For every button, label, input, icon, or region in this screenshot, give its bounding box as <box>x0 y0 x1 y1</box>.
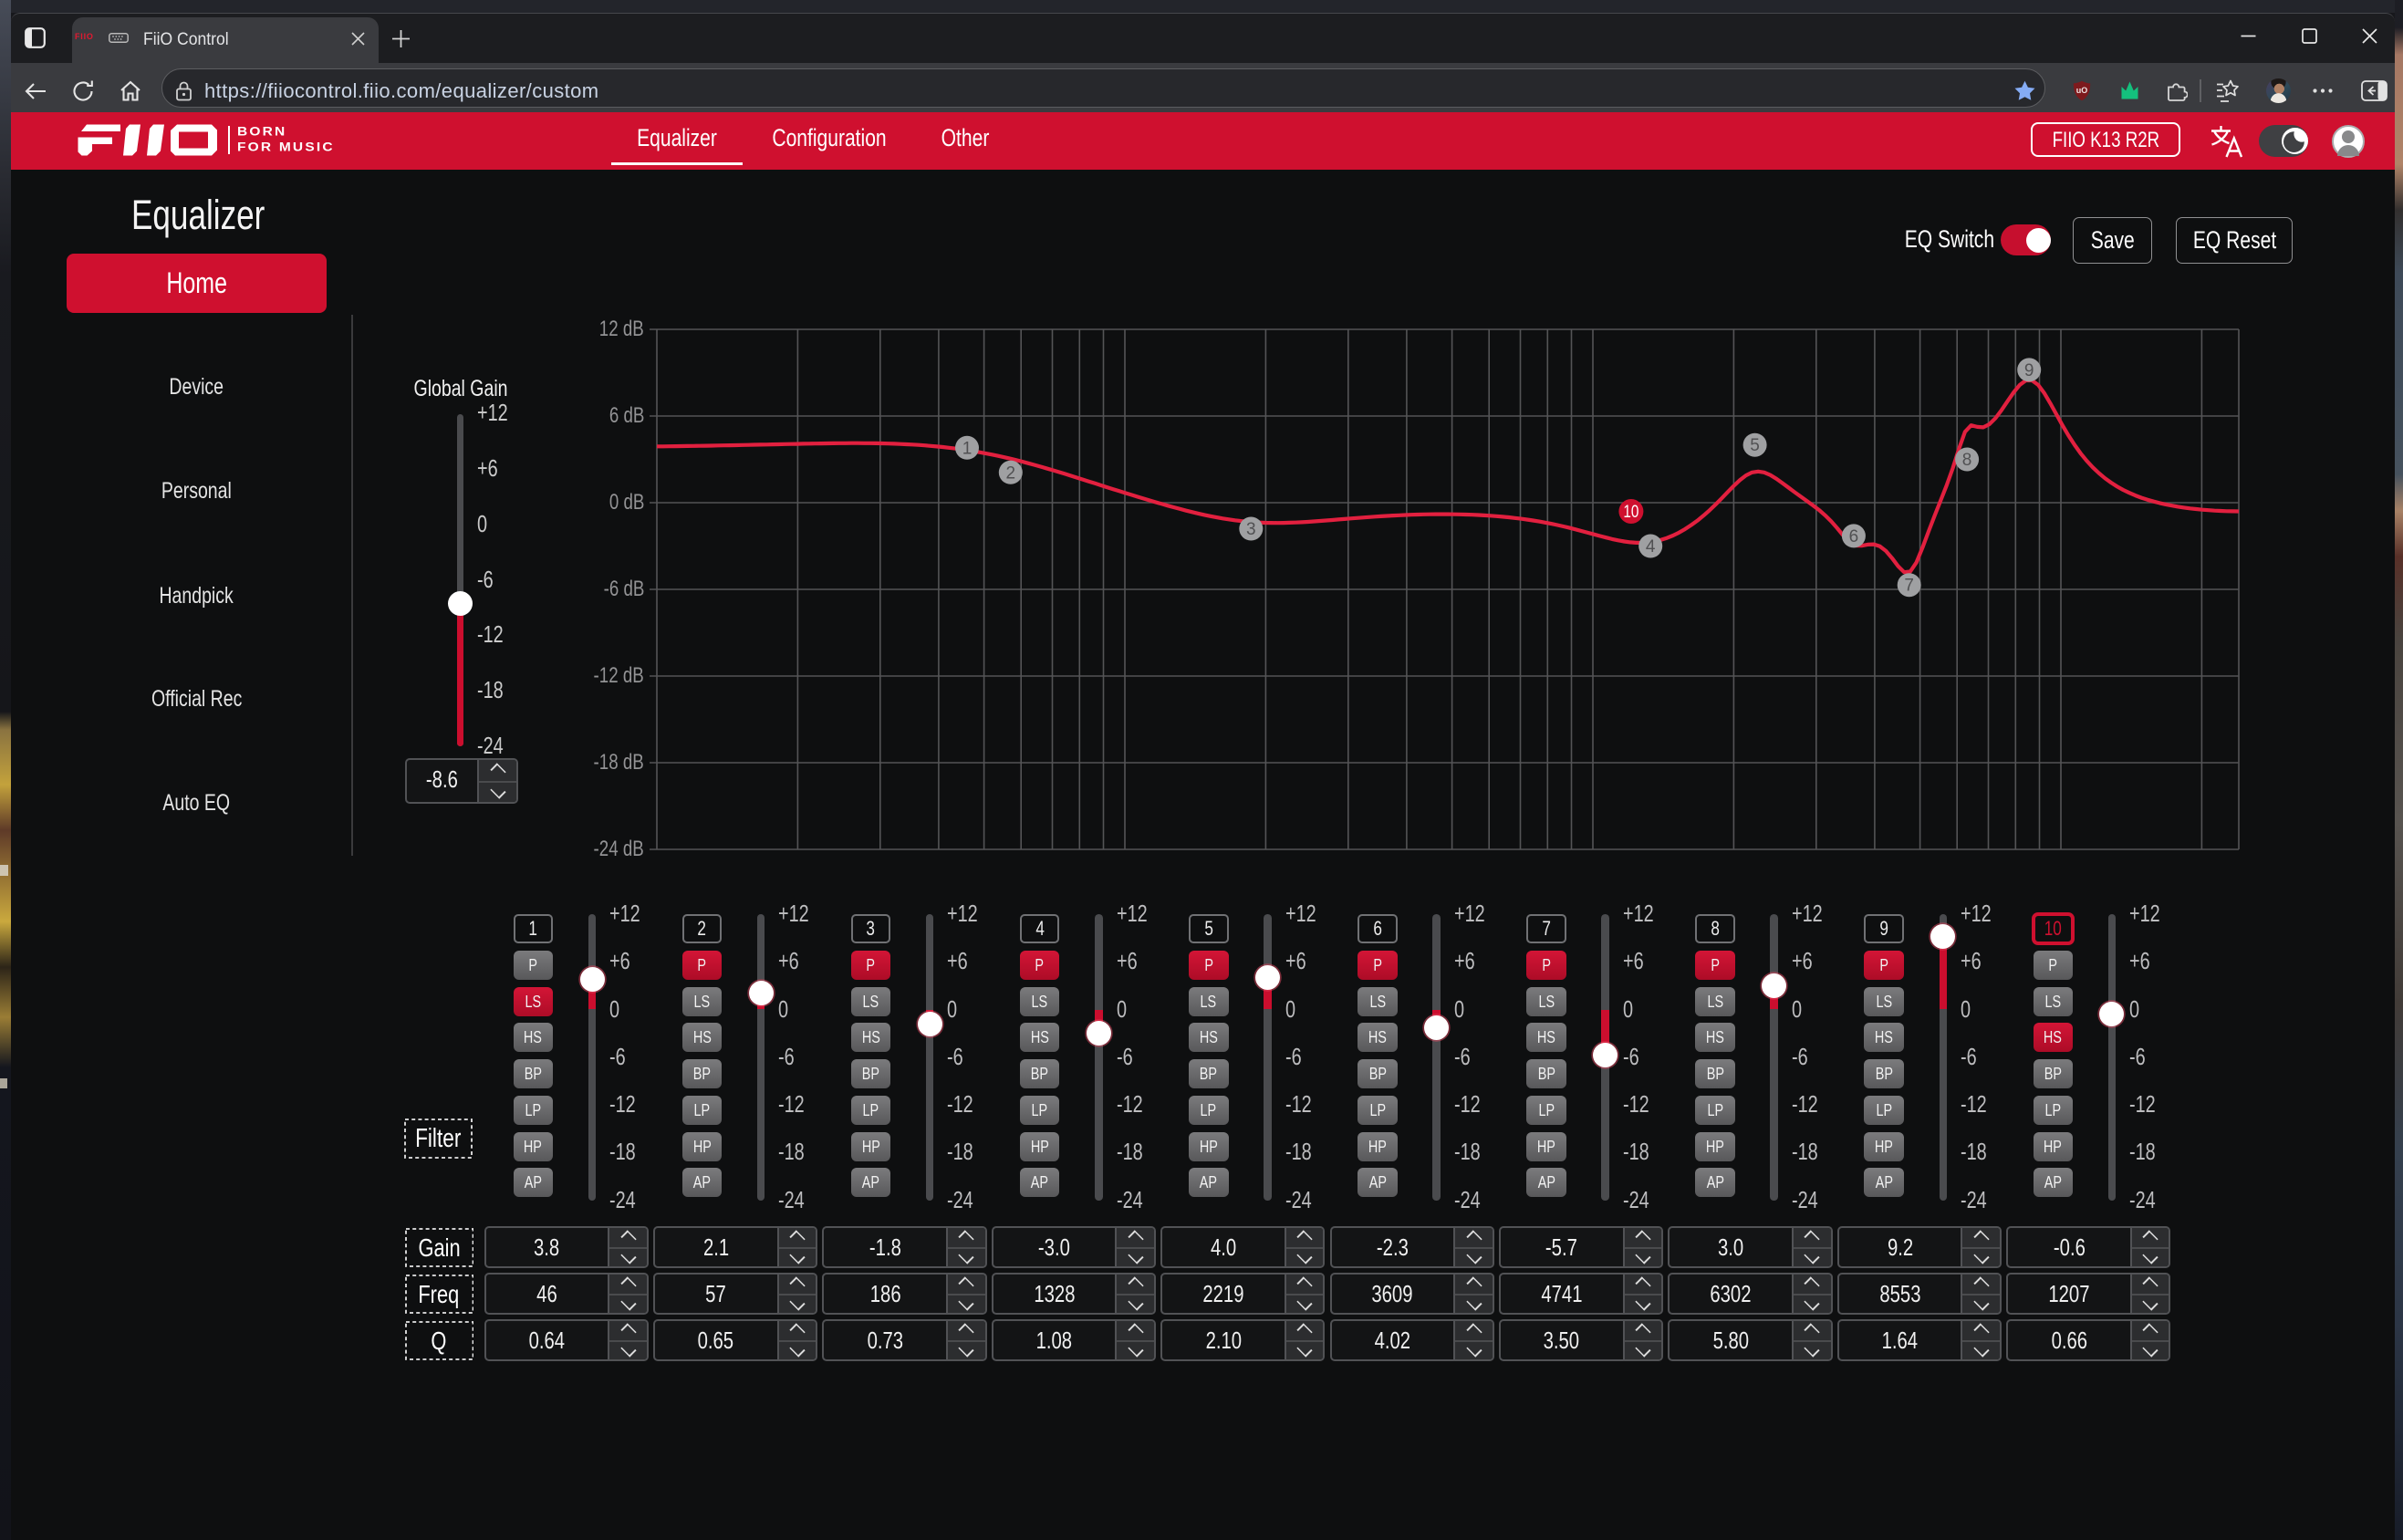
svg-text:4: 4 <box>1646 537 1656 557</box>
svg-text:10: 10 <box>1623 503 1638 522</box>
svg-text:5: 5 <box>1750 436 1760 455</box>
svg-text:uO: uO <box>2076 86 2088 95</box>
svg-text:1: 1 <box>962 439 973 458</box>
svg-text:8: 8 <box>1962 451 1972 470</box>
svg-text:6: 6 <box>1849 527 1859 546</box>
svg-text:3: 3 <box>1246 520 1256 539</box>
svg-text:9: 9 <box>2024 361 2034 380</box>
svg-text:2: 2 <box>1006 463 1016 483</box>
svg-text:7: 7 <box>1904 577 1914 596</box>
